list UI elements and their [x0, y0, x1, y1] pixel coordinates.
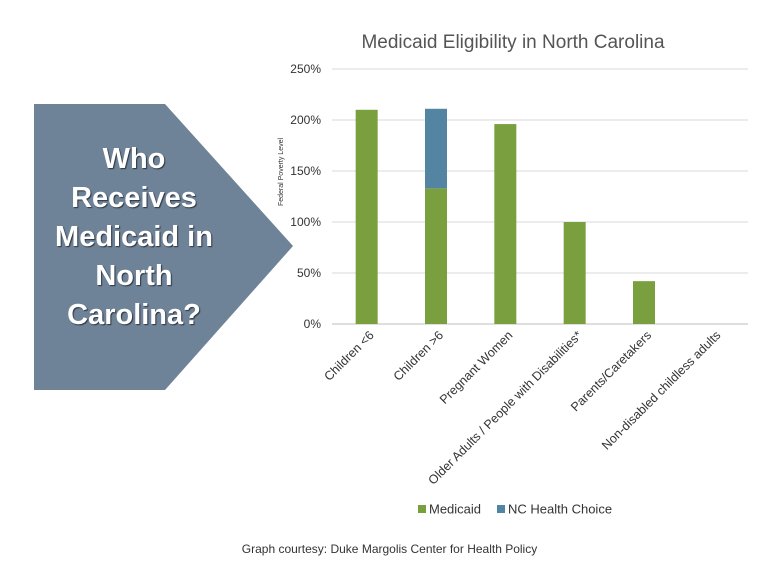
arrow-line-1: Who: [102, 143, 166, 175]
arrow-line-2: Receives: [71, 182, 197, 214]
x-tick-label: Non-disabled childless adults: [599, 328, 723, 452]
legend: Medicaid NC Health Choice: [418, 502, 612, 517]
y-tick-label: 200%: [290, 113, 321, 127]
y-axis: 0% 50% 100% 150% 200% 250%: [290, 62, 321, 331]
y-axis-title: Federal Poverty Level: [278, 138, 285, 207]
x-tick-label: Pregnant Women: [437, 328, 516, 407]
y-tick-label: 100%: [290, 215, 321, 229]
legend-label: NC Health Choice: [508, 502, 612, 517]
arrow-line-5: Carolina?: [67, 299, 201, 331]
x-tick-label: Children >6: [391, 328, 446, 383]
bar-medicaid: [633, 281, 655, 324]
caption: Graph courtesy: Duke Margolis Center for…: [241, 542, 538, 556]
bar-medicaid: [425, 188, 447, 324]
bar-medicaid: [563, 222, 586, 324]
bar-medicaid: [355, 109, 378, 324]
arrow-line-4: North: [95, 260, 173, 292]
x-tick-label: Older Adults / People with Disabilities*: [426, 328, 585, 487]
bar-nc-health-choice: [425, 108, 447, 189]
bar-medicaid: [494, 124, 517, 324]
arrow-line-3: Medicaid in: [55, 221, 213, 253]
title-arrow: Who Receives Medicaid in North Carolina?: [0, 0, 300, 400]
arrow-shape: [34, 104, 293, 390]
chart-title: Medicaid Eligibility in North Carolina: [361, 32, 665, 53]
y-tick-label: 50%: [297, 266, 321, 280]
bars: [355, 108, 655, 324]
legend-swatch: [497, 505, 505, 513]
y-tick-label: 150%: [290, 164, 321, 178]
legend-swatch: [418, 505, 426, 513]
legend-label: Medicaid: [429, 502, 481, 517]
y-tick-label: 250%: [290, 62, 321, 76]
x-tick-label: Children <6: [321, 328, 376, 383]
chart: Medicaid Eligibility in North Carolina 0…: [278, 32, 748, 517]
grid: [332, 68, 748, 325]
arrow-heading: Who Receives Medicaid in North Carolina?: [34, 140, 234, 335]
y-tick-label: 0%: [304, 317, 322, 331]
